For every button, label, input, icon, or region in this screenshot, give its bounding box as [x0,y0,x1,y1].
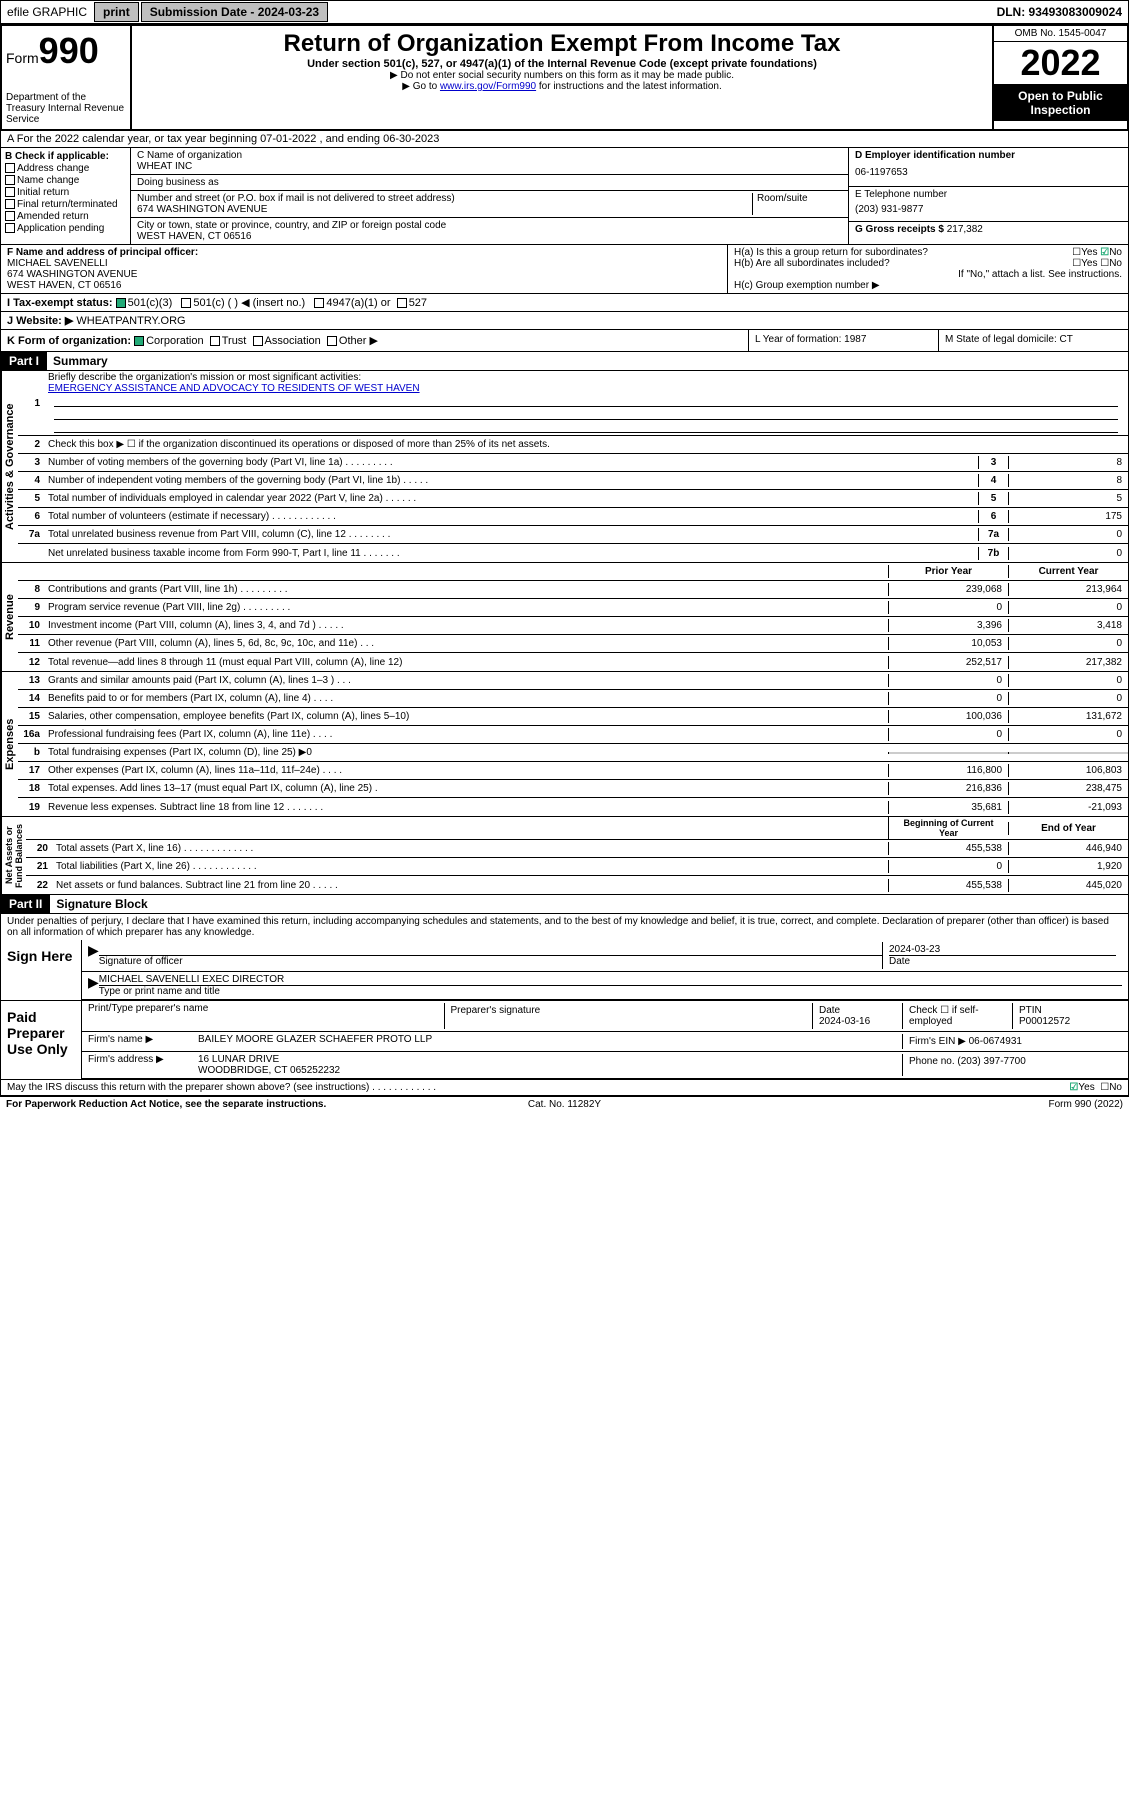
part2-title: Signature Block [50,895,153,913]
sig-officer-label: Signature of officer [99,956,882,967]
form-subtitle: Under section 501(c), 527, or 4947(a)(1)… [136,58,988,70]
officer-name-title: MICHAEL SAVENELLI EXEC DIRECTOR [99,974,1122,986]
firm-name: BAILEY MOORE GLAZER SCHAEFER PROTO LLP [198,1034,902,1049]
ptin-value: P00012572 [1019,1016,1116,1027]
city-state-zip: WEST HAVEN, CT 06516 [137,231,842,242]
part2-header: Part II [1,895,50,913]
row-j-label: J Website: ▶ [7,315,73,327]
date-label: Date [889,956,1116,967]
row-i-label: I Tax-exempt status: [7,297,113,309]
prep-date: 2024-03-16 [819,1016,896,1027]
sig-date: 2024-03-23 [889,944,1116,956]
omb-number: OMB No. 1545-0047 [994,26,1127,42]
street-address: 674 WASHINGTON AVENUE [137,204,752,215]
form-label: Form [6,50,39,66]
ptin-label: PTIN [1019,1005,1116,1016]
q1-label: Briefly describe the organization's miss… [48,372,361,383]
type-name-label: Type or print name and title [99,986,1122,997]
firm-phone: (203) 397-7700 [957,1056,1025,1067]
officer-addr1: 674 WASHINGTON AVENUE [7,269,721,280]
firm-ein-label: Firm's EIN ▶ [909,1036,966,1047]
prep-name-label: Print/Type preparer's name [88,1003,444,1029]
firm-name-label: Firm's name ▶ [88,1034,198,1049]
vlabel-expenses: Expenses [1,672,18,816]
room-label: Room/suite [752,193,842,215]
city-label: City or town, state or province, country… [137,220,842,231]
hdr-beg: Beginning of Current Year [888,817,1008,839]
paid-preparer-label: Paid Preparer Use Only [1,1001,81,1079]
vlabel-netassets: Net Assets orFund Balances [1,817,26,894]
print-button[interactable]: print [94,2,139,22]
ein-label: D Employer identification number [855,150,1122,161]
firm-addr1: 16 LUNAR DRIVE [198,1054,902,1065]
part1-header: Part I [1,352,47,370]
efile-label: efile GRAPHIC [1,3,93,21]
form-title: Return of Organization Exempt From Incom… [136,30,988,58]
state-domicile: M State of legal domicile: CT [938,330,1128,351]
footer-mid: Cat. No. 11282Y [378,1099,750,1110]
prep-date-label: Date [819,1005,896,1016]
tax-year: 2022 [994,42,1127,85]
declaration-text: Under penalties of perjury, I declare th… [1,914,1128,940]
year-formation: L Year of formation: 1987 [748,330,938,351]
submission-date-button[interactable]: Submission Date - 2024-03-23 [141,2,328,22]
addr-label: Number and street (or P.O. box if mail i… [137,193,752,204]
firm-addr-label: Firm's address ▶ [88,1054,198,1076]
gross-label: G Gross receipts $ [855,224,944,235]
org-name: WHEAT INC [137,161,842,172]
dept-label: Department of the Treasury Internal Reve… [6,92,126,125]
dba-label: Doing business as [137,177,219,188]
vlabel-governance: Activities & Governance [1,371,18,562]
row-k-label: K Form of organization: [7,335,131,347]
org-name-label: C Name of organization [137,150,842,161]
prep-sig-label: Preparer's signature [444,1003,813,1029]
dln-label: DLN: 93493083009024 [991,3,1128,21]
form-note1: ▶ Do not enter social security numbers o… [136,70,988,81]
sign-here-label: Sign Here [1,940,81,1000]
ein-value: 06-1197653 [855,161,1122,184]
firm-ein: 06-0674931 [969,1036,1022,1047]
discuss-label: May the IRS discuss this return with the… [7,1082,1069,1093]
irs-link[interactable]: www.irs.gov/Form990 [440,81,536,92]
footer-left: For Paperwork Reduction Act Notice, see … [6,1099,378,1110]
mission-text: EMERGENCY ASSISTANCE AND ADVOCACY TO RES… [48,383,420,394]
gross-value: 217,382 [947,224,983,235]
hc-label: H(c) Group exemption number ▶ [734,280,1122,291]
part1-title: Summary [47,352,114,370]
top-toolbar: efile GRAPHIC print Submission Date - 20… [0,0,1129,24]
501c3-checkbox [116,298,126,308]
phone-value: (203) 931-9877 [855,200,1122,219]
firm-phone-label: Phone no. [909,1056,955,1067]
hc-note: If "No," attach a list. See instructions… [734,269,1122,280]
website-value: WHEATPANTRY.ORG [76,315,185,327]
check-self-emp: Check ☐ if self-employed [902,1003,1012,1029]
ha-label: H(a) Is this a group return for subordin… [734,247,1072,258]
open-inspection: Open to Public Inspection [994,85,1127,121]
officer-addr2: WEST HAVEN, CT 06516 [7,280,721,291]
vlabel-revenue: Revenue [1,563,18,671]
footer-right: Form 990 (2022) [751,1099,1123,1110]
col-b-checkboxes: B Check if applicable: Address change Na… [1,148,131,244]
phone-label: E Telephone number [855,189,1122,200]
hb-label: H(b) Are all subordinates included? [734,258,1072,269]
hdr-end: End of Year [1008,822,1128,835]
q2-text: Check this box ▶ ☐ if the organization d… [44,438,1128,451]
hdr-curr: Current Year [1008,565,1128,578]
hdr-prior: Prior Year [888,565,1008,578]
officer-label: F Name and address of principal officer: [7,247,721,258]
officer-name: MICHAEL SAVENELLI [7,258,721,269]
firm-addr2: WOODBRIDGE, CT 065252232 [198,1065,902,1076]
form-number: 990 [39,30,99,71]
form-header: Form990 Department of the Treasury Inter… [0,24,1129,131]
row-a-taxperiod: A For the 2022 calendar year, or tax yea… [0,131,1129,148]
